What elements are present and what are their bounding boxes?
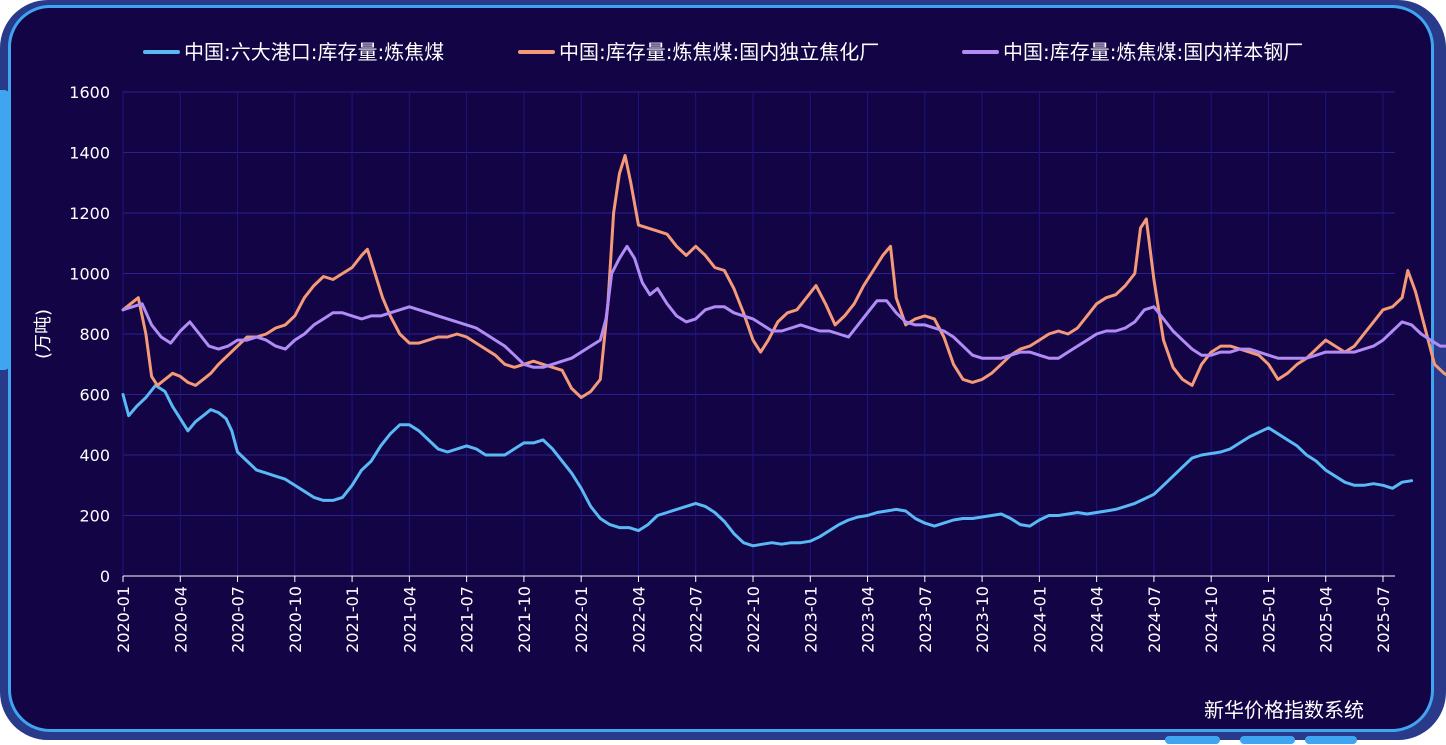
x-tick-label: 2025-07 (1374, 586, 1393, 653)
bottom-tab-decoration (1240, 736, 1295, 744)
legend: 中国:六大港口:库存量:炼焦煤 中国:库存量:炼焦煤:国内独立焦化厂 中国:库存量:… (143, 40, 1303, 64)
legend-label-1: 中国:库存量:炼焦煤:国内独立焦化厂 (559, 40, 879, 64)
x-tick-label: 2021-07 (458, 586, 477, 653)
legend-label-2: 中国:库存量:炼焦煤:国内样本钢厂 (1003, 40, 1303, 64)
x-tick-label: 2022-04 (629, 586, 648, 653)
x-tick-label: 2021-10 (515, 586, 534, 653)
grid-lines (122, 91, 1395, 577)
x-tick-label: 2025-01 (1259, 586, 1278, 653)
series-lines (121, 154, 1446, 548)
y-axis-ticks: 0 200 400 600 800 1000 1200 1400 1600 (69, 83, 110, 586)
series-line-0 (121, 383, 1414, 548)
x-tick-label: 2021-04 (400, 586, 419, 653)
x-tick-label: 2023-07 (916, 586, 935, 653)
x-tick-label: 2025-04 (1317, 586, 1336, 653)
x-tick-label: 2024-01 (1030, 586, 1049, 653)
x-axis-ticks: 2020-01 2020-04 2020-07 2020-10 2021-01 2021-… (114, 576, 1393, 653)
bottom-tab-decoration (1305, 736, 1357, 744)
x-tick-label: 2020-04 (171, 586, 190, 653)
x-tick-label: 2024-10 (1202, 586, 1221, 653)
x-tick-label: 2020-01 (114, 586, 133, 653)
x-tick-label: 2021-01 (343, 586, 362, 653)
x-tick-label: 2024-04 (1088, 586, 1107, 653)
chart-panel (8, 5, 1434, 732)
legend-label-0: 中国:六大港口:库存量:炼焦煤 (184, 40, 444, 64)
x-tick-label: 2023-10 (973, 586, 992, 653)
y-tick-label: 600 (79, 386, 110, 405)
x-tick-label: 2020-10 (286, 586, 305, 653)
y-tick-label: 200 (79, 507, 110, 526)
watermark-text: 新华价格指数系统 (1204, 698, 1364, 722)
y-tick-label: 1400 (69, 144, 110, 163)
y-tick-label: 800 (79, 325, 110, 344)
x-tick-label: 2020-07 (229, 586, 248, 653)
y-axis-label: (万吨) (33, 309, 54, 359)
y-tick-label: 1600 (69, 83, 110, 102)
y-tick-label: 1200 (69, 204, 110, 223)
x-tick-label: 2022-01 (572, 586, 591, 653)
y-tick-label: 400 (79, 446, 110, 465)
side-tab-decoration (0, 90, 10, 370)
x-tick-label: 2022-10 (744, 586, 763, 653)
series-line-1 (121, 154, 1446, 399)
x-tick-label: 2023-04 (859, 586, 878, 653)
x-tick-label: 2024-07 (1145, 586, 1164, 653)
y-tick-label: 1000 (69, 265, 110, 284)
bottom-tab-decoration (1165, 736, 1220, 744)
x-tick-label: 2023-01 (801, 586, 820, 653)
series-line-2 (121, 244, 1446, 369)
y-tick-label: 0 (100, 567, 110, 586)
x-tick-label: 2022-07 (687, 586, 706, 653)
